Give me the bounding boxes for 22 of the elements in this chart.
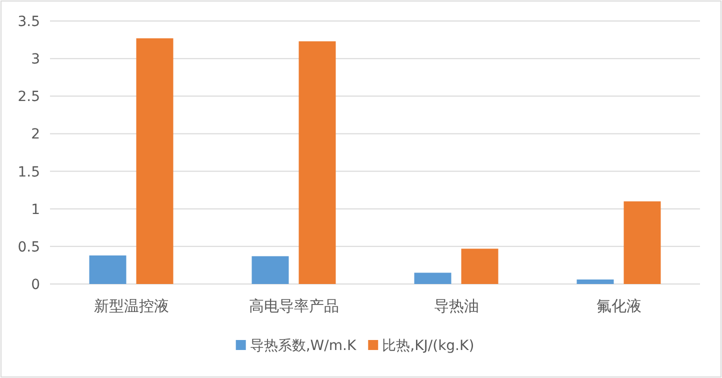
bar	[624, 201, 661, 284]
bar	[136, 38, 174, 284]
bar	[414, 272, 452, 284]
legend-label: 导热系数,W/m.K	[250, 338, 357, 354]
y-tick-label: 0.5	[18, 239, 40, 256]
x-tick-label: 高电导率产品	[248, 297, 339, 315]
bar	[252, 256, 289, 284]
bar	[576, 279, 614, 284]
y-tick-label: 1.5	[18, 164, 40, 180]
x-tick-label: 新型温控液	[94, 297, 169, 315]
y-tick-label: 2	[31, 126, 40, 143]
legend-label: 比热,KJ/(kg.K)	[382, 338, 474, 354]
bar	[89, 255, 126, 284]
y-tick-label: 0	[31, 277, 40, 293]
y-tick-label: 1	[31, 202, 40, 218]
bar	[461, 248, 498, 284]
x-tick-label: 导热油	[434, 297, 479, 315]
y-tick-label: 3	[31, 52, 40, 68]
y-tick-label: 2.5	[18, 89, 40, 106]
bar	[298, 41, 336, 284]
x-tick-label: 氟化液	[596, 297, 642, 315]
y-tick-label: 3.5	[18, 14, 40, 30]
